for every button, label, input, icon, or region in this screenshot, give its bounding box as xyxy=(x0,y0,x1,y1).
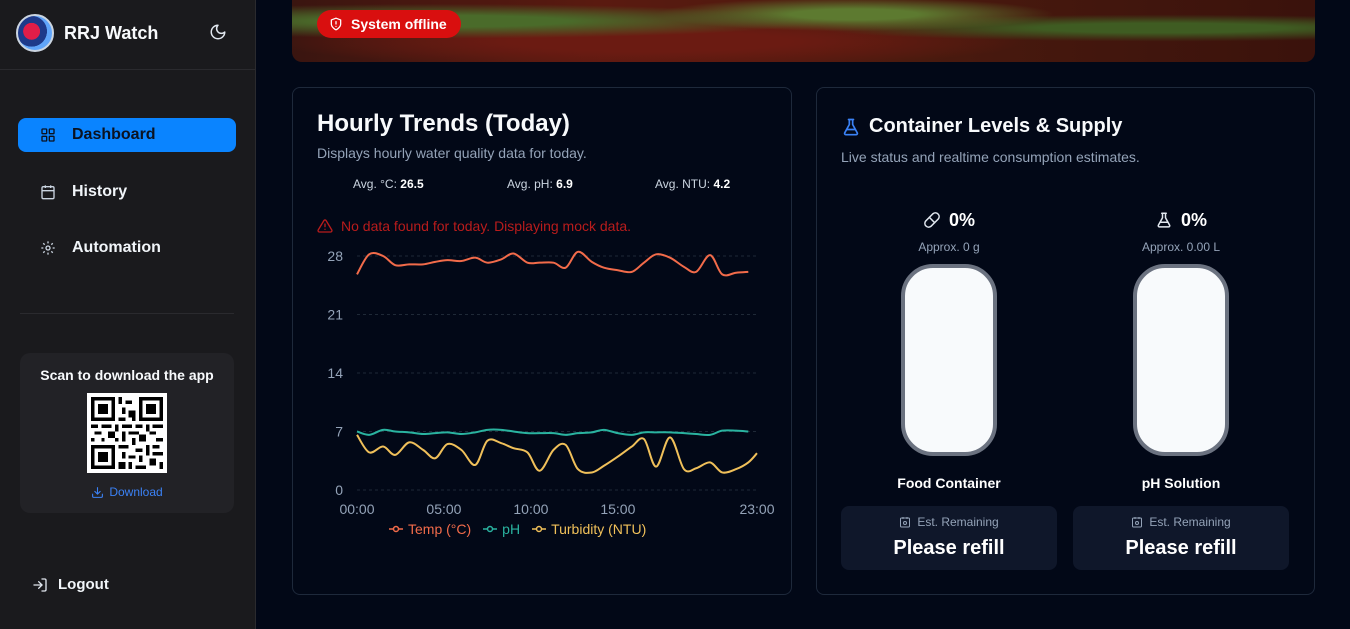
brand[interactable]: RRJ Watch xyxy=(16,13,158,53)
sidebar: RRJ Watch Dashboard History Automation S… xyxy=(0,0,256,629)
container-levels-card: Container Levels & Supply Live status an… xyxy=(816,87,1315,595)
y-tick-label: 7 xyxy=(335,424,343,440)
legend-item-2[interactable]: Turbidity (NTU) xyxy=(532,521,646,537)
sidebar-divider xyxy=(20,313,234,314)
sidebar-item-dashboard[interactable]: Dashboard xyxy=(18,118,236,152)
legend-marker-icon xyxy=(532,525,547,533)
download-label: Download xyxy=(109,485,163,499)
legend-label: Turbidity (NTU) xyxy=(551,521,647,537)
x-tick-label: 05:00 xyxy=(426,501,461,517)
ph-approx: Approx. 0.00 L xyxy=(1141,240,1221,254)
ph-remaining-value: Please refill xyxy=(1125,537,1237,559)
flask-icon xyxy=(843,118,859,135)
ph-percent: 0% xyxy=(1073,208,1289,232)
ph-tank-gauge xyxy=(1133,264,1229,456)
shield-alert-icon xyxy=(330,17,342,31)
food-container-name: Food Container xyxy=(897,475,1001,491)
hourly-trends-chart: 0 7 14 21 28 00:00 05:00 10:00 15:00 23:00 xyxy=(327,248,774,517)
legend-marker-icon xyxy=(389,525,403,533)
y-tick-label: 21 xyxy=(327,307,343,323)
pill-icon xyxy=(924,212,940,228)
ph-solution-container: 0% Approx. 0.00 L pH Solution xyxy=(1073,208,1289,491)
y-tick-label: 14 xyxy=(327,365,343,381)
logout-label: Logout xyxy=(58,576,109,593)
timer-icon xyxy=(900,517,911,528)
logout-icon xyxy=(33,577,47,592)
moon-icon xyxy=(210,24,226,40)
series-line-1 xyxy=(356,428,749,436)
download-icon xyxy=(92,486,104,498)
hero-banner-image xyxy=(292,0,1315,62)
legend-marker-icon xyxy=(483,525,498,533)
food-remaining-box: Est. Remaining Please refill xyxy=(841,506,1057,570)
series-line-0 xyxy=(356,250,749,277)
trends-subtitle: Displays hourly water quality data for t… xyxy=(317,145,587,161)
food-remaining-label: Est. Remaining xyxy=(899,515,999,529)
sidebar-item-label: History xyxy=(72,183,128,200)
ph-remaining-box: Est. Remaining Please refill xyxy=(1073,506,1289,570)
food-container: 0% Approx. 0 g Food Container xyxy=(841,208,1057,492)
download-link[interactable]: Download xyxy=(91,485,163,499)
alert-triangle-icon xyxy=(317,219,333,233)
legend-label: Temp (°C) xyxy=(408,521,472,537)
status-badge-label: System offline xyxy=(351,16,447,32)
x-tick-label: 15:00 xyxy=(600,501,635,517)
x-tick-label: 23:00 xyxy=(739,501,774,517)
sidebar-divider xyxy=(0,69,256,70)
trends-title: Hourly Trends (Today) xyxy=(317,110,570,137)
sidebar-item-history[interactable]: History xyxy=(18,175,236,209)
series-line-2 xyxy=(356,434,758,474)
qr-title: Scan to download the app xyxy=(40,367,214,383)
food-tank-gauge xyxy=(901,264,997,456)
qr-code xyxy=(87,393,167,473)
ph-remaining-label: Est. Remaining xyxy=(1131,515,1231,529)
status-badge: System offline xyxy=(317,10,461,38)
warning-text: No data found for today. Displaying mock… xyxy=(341,218,632,234)
food-approx: Approx. 0 g xyxy=(918,240,980,254)
avg-temp: Avg. °C: 26.5 xyxy=(353,177,424,191)
legend-item-0[interactable]: Temp (°C) xyxy=(389,521,471,537)
brand-name: RRJ Watch xyxy=(64,22,159,43)
no-data-warning: No data found for today. Displaying mock… xyxy=(317,218,631,234)
calendar-icon xyxy=(40,184,56,200)
flask-icon xyxy=(1157,212,1171,228)
sidebar-item-label: Dashboard xyxy=(72,126,156,143)
levels-subtitle: Live status and realtime consumption est… xyxy=(841,149,1140,165)
ph-container-name: pH Solution xyxy=(1141,475,1221,491)
chart-legend: Temp (°C) pH Turbidity (NTU) xyxy=(389,521,646,537)
sidebar-item-automation[interactable]: Automation xyxy=(18,231,236,265)
y-tick-label: 28 xyxy=(327,248,343,264)
logout-button[interactable]: Logout xyxy=(32,576,109,593)
x-tick-label: 00:00 xyxy=(339,501,374,517)
food-remaining-value: Please refill xyxy=(893,537,1005,559)
gear-icon xyxy=(40,240,56,256)
layout-grid-icon xyxy=(40,127,56,143)
qr-download-card: Scan to download the app xyxy=(20,353,234,513)
hourly-trends-card: Hourly Trends (Today) Displays hourly wa… xyxy=(292,87,792,595)
legend-label: pH xyxy=(502,521,521,537)
sidebar-item-label: Automation xyxy=(72,239,161,256)
theme-toggle-button[interactable] xyxy=(206,20,230,44)
y-tick-label: 0 xyxy=(335,482,343,498)
x-tick-label: 10:00 xyxy=(513,501,548,517)
legend-item-1[interactable]: pH xyxy=(483,521,520,537)
avg-ph: Avg. pH: 6.9 xyxy=(507,177,573,191)
timer-icon xyxy=(1132,517,1143,528)
brand-logo xyxy=(16,14,54,52)
food-percent: 0% xyxy=(841,208,1057,232)
avg-ntu: Avg. NTU: 4.2 xyxy=(655,177,731,191)
levels-title: Container Levels & Supply xyxy=(841,115,1122,138)
